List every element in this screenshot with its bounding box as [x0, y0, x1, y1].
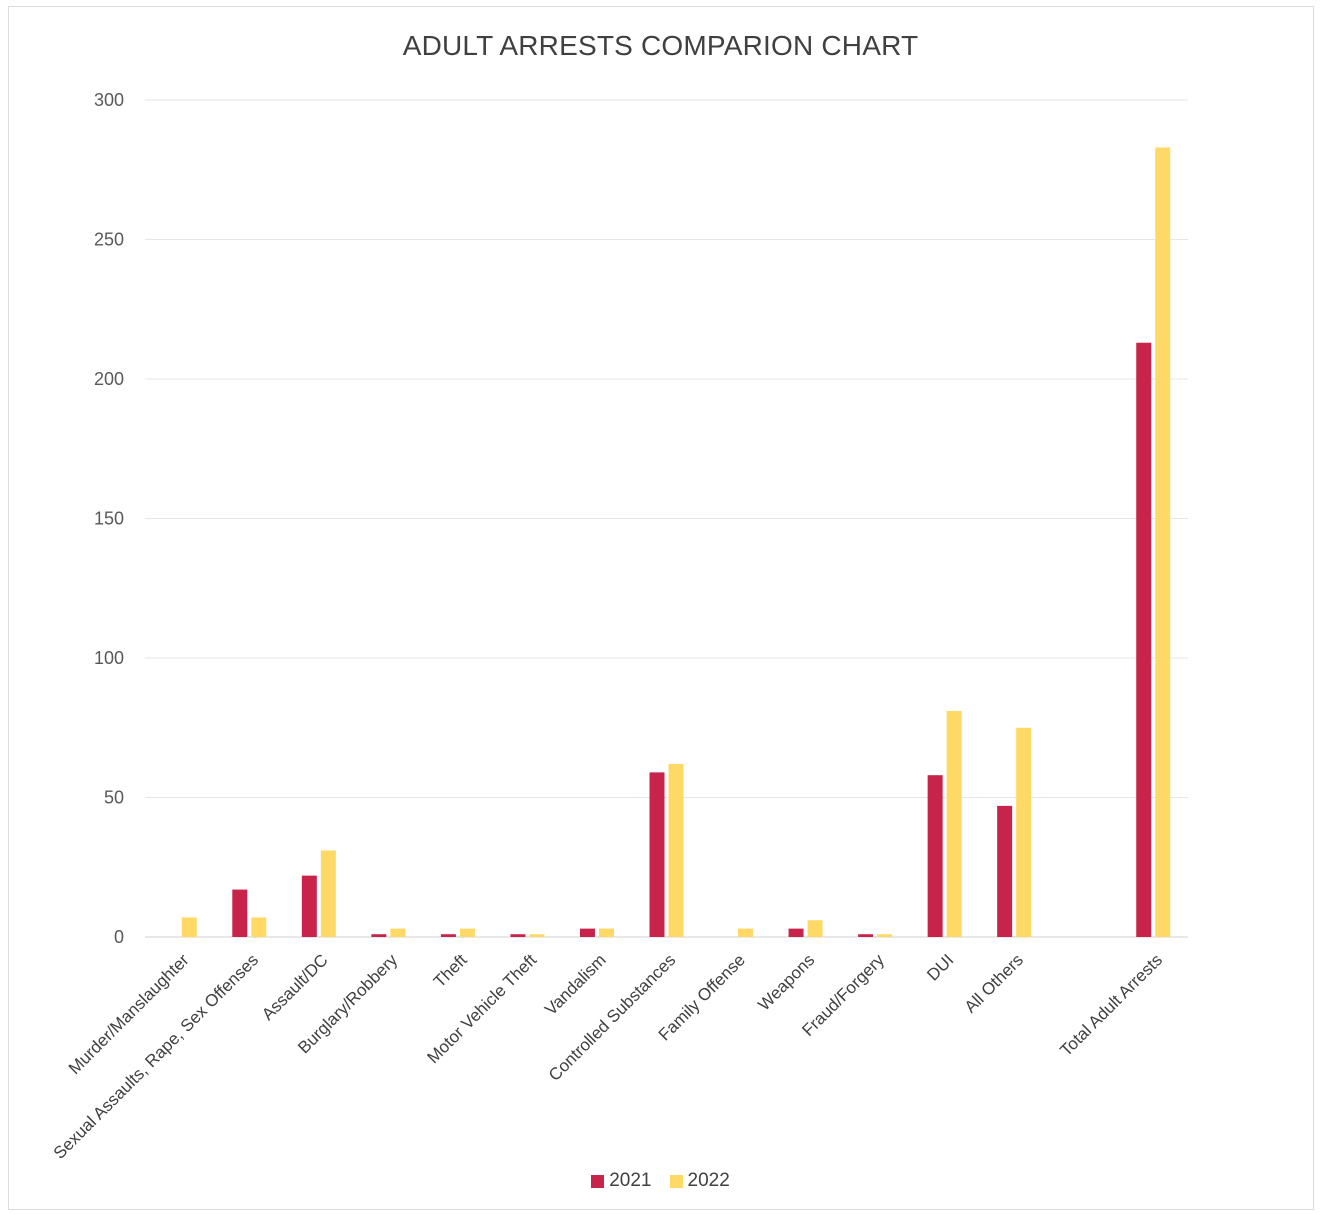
bar-2022-12 [1016, 728, 1031, 937]
bar-2022-10 [877, 934, 892, 937]
bar-2022-4 [460, 929, 475, 937]
bar-2022-2 [321, 851, 336, 937]
bar-2022-0 [182, 917, 197, 937]
bar-2021-10 [858, 934, 873, 937]
bar-2021-6 [580, 929, 595, 937]
legend-item-2021: 2021 [591, 1170, 651, 1192]
legend-swatch-2022 [670, 1175, 683, 1188]
bar-2021-5 [510, 934, 525, 937]
x-category-label-4: Theft [430, 950, 471, 991]
legend-label-2022: 2022 [688, 1170, 730, 1192]
bar-2022-14 [1155, 147, 1170, 937]
bar-2021-11 [928, 775, 943, 937]
y-tick-label-50: 50 [104, 788, 124, 808]
x-category-label-14: Total Adult Arrests [1056, 950, 1166, 1060]
y-tick-label-0: 0 [114, 927, 124, 947]
x-category-label-2: Assault/DC [258, 950, 332, 1024]
x-category-label-6: Vandalism [541, 950, 610, 1019]
bar-2021-14 [1136, 343, 1151, 937]
bar-2021-4 [441, 934, 456, 937]
bar-2022-1 [251, 917, 266, 937]
bar-2022-8 [738, 929, 753, 937]
x-category-label-12: All Others [961, 950, 1027, 1016]
x-category-label-9: Weapons [754, 950, 818, 1014]
legend-label-2021: 2021 [609, 1170, 651, 1192]
x-category-label-0: Murder/Manslaughter [65, 950, 193, 1078]
y-tick-label-250: 250 [94, 230, 124, 250]
y-tick-label-200: 200 [94, 369, 124, 389]
bar-2021-7 [650, 772, 665, 937]
x-category-label-11: DUI [923, 950, 957, 984]
bar-2022-3 [390, 929, 405, 937]
bar-2022-11 [947, 711, 962, 937]
bar-2021-9 [789, 929, 804, 937]
bar-2022-9 [808, 920, 823, 937]
y-tick-label-300: 300 [94, 90, 124, 110]
bar-2022-5 [529, 934, 544, 937]
legend: 2021 2022 [0, 1170, 1321, 1192]
legend-item-2022: 2022 [670, 1170, 730, 1192]
bar-2022-6 [599, 929, 614, 937]
bar-2021-1 [232, 890, 247, 937]
y-tick-label-100: 100 [94, 648, 124, 668]
bar-2022-7 [669, 764, 684, 937]
y-tick-label-150: 150 [94, 509, 124, 529]
bar-2021-2 [302, 876, 317, 937]
bar-2021-3 [371, 934, 386, 937]
x-category-label-7: Controlled Substances [545, 950, 679, 1084]
legend-swatch-2021 [591, 1175, 604, 1188]
bar-2021-12 [997, 806, 1012, 937]
